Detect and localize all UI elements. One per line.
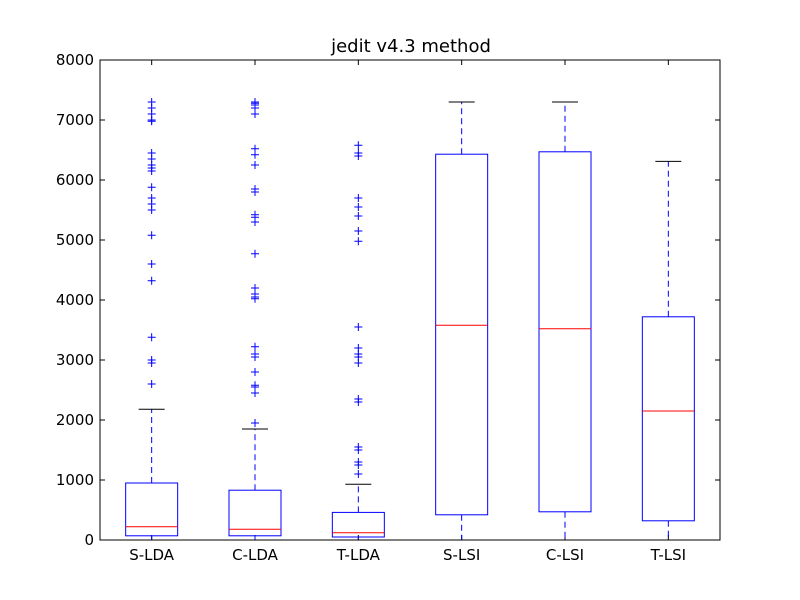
y-tick-label: 8000 <box>56 51 94 69</box>
x-tick-label: C-LSI <box>546 546 584 564</box>
x-tick-label: T-LSI <box>650 546 687 564</box>
y-axis: 0 1000 2000 3000 4000 5000 6000 7000 8000 <box>56 51 720 549</box>
box-rect <box>435 153 489 516</box>
y-tick-label: 0 <box>84 531 94 549</box>
y-tick-label: 6000 <box>56 171 94 189</box>
flier-point <box>147 183 156 192</box>
flier-point <box>354 458 363 466</box>
box-t-lda <box>331 141 385 541</box>
flier-point <box>251 419 259 427</box>
box-t-lsi <box>641 160 695 541</box>
flier-point <box>354 395 363 403</box>
y-tick-label: 4000 <box>56 291 94 309</box>
box-c-lda <box>228 98 282 541</box>
flier-point <box>354 194 363 202</box>
flier-point <box>251 210 259 219</box>
flier-point <box>147 276 156 285</box>
flier-point <box>251 161 259 169</box>
flier-point <box>251 249 259 258</box>
flier-point <box>251 144 259 153</box>
box-rect <box>331 511 385 538</box>
box-c-lsi <box>538 101 592 541</box>
boxes-group <box>125 98 695 541</box>
box-s-lda <box>125 98 179 541</box>
flier-point <box>147 194 156 202</box>
y-tick-label: 3000 <box>56 351 94 369</box>
x-tick-label: T-LDA <box>336 546 381 564</box>
box-s-lsi <box>435 101 489 541</box>
flier-point <box>147 149 156 157</box>
flier-point <box>147 231 156 240</box>
x-tick-label: S-LSI <box>443 546 480 564</box>
flier-point <box>147 333 156 342</box>
flier-point <box>251 284 259 292</box>
y-tick-label: 5000 <box>56 231 94 249</box>
flier-point <box>251 342 259 351</box>
x-tick-label: C-LDA <box>232 546 279 564</box>
flier-point <box>251 381 259 390</box>
plot-frame <box>99 59 721 541</box>
flier-point <box>354 344 363 352</box>
x-axis: S-LDA C-LDA T-LDA S-LSI C-LSI T-LSI <box>129 60 686 564</box>
flier-point <box>354 141 363 150</box>
flier-point <box>251 185 259 193</box>
flier-point <box>354 323 363 331</box>
flier-point <box>251 350 259 358</box>
y-tick-label: 1000 <box>56 471 94 489</box>
flier-point <box>147 356 156 364</box>
flier-point <box>354 203 363 211</box>
flier-point <box>354 470 363 478</box>
flier-point <box>147 260 156 268</box>
flier-point <box>354 237 363 246</box>
box-rect <box>641 316 695 522</box>
flier-point <box>251 368 259 376</box>
flier-point <box>354 227 363 235</box>
flier-point <box>147 380 156 388</box>
box-rect <box>125 482 179 537</box>
y-tick-label: 7000 <box>56 111 94 129</box>
x-tick-label: S-LDA <box>129 546 175 564</box>
flier-point <box>354 149 363 157</box>
flier-point <box>251 98 259 106</box>
flier-point <box>354 443 363 451</box>
y-tick-label: 2000 <box>56 411 94 429</box>
box-rect <box>228 489 282 537</box>
flier-point <box>354 212 363 220</box>
chart-title: jedit v4.3 method <box>330 36 491 57</box>
box-rect <box>538 151 592 513</box>
flier-point <box>147 98 156 106</box>
